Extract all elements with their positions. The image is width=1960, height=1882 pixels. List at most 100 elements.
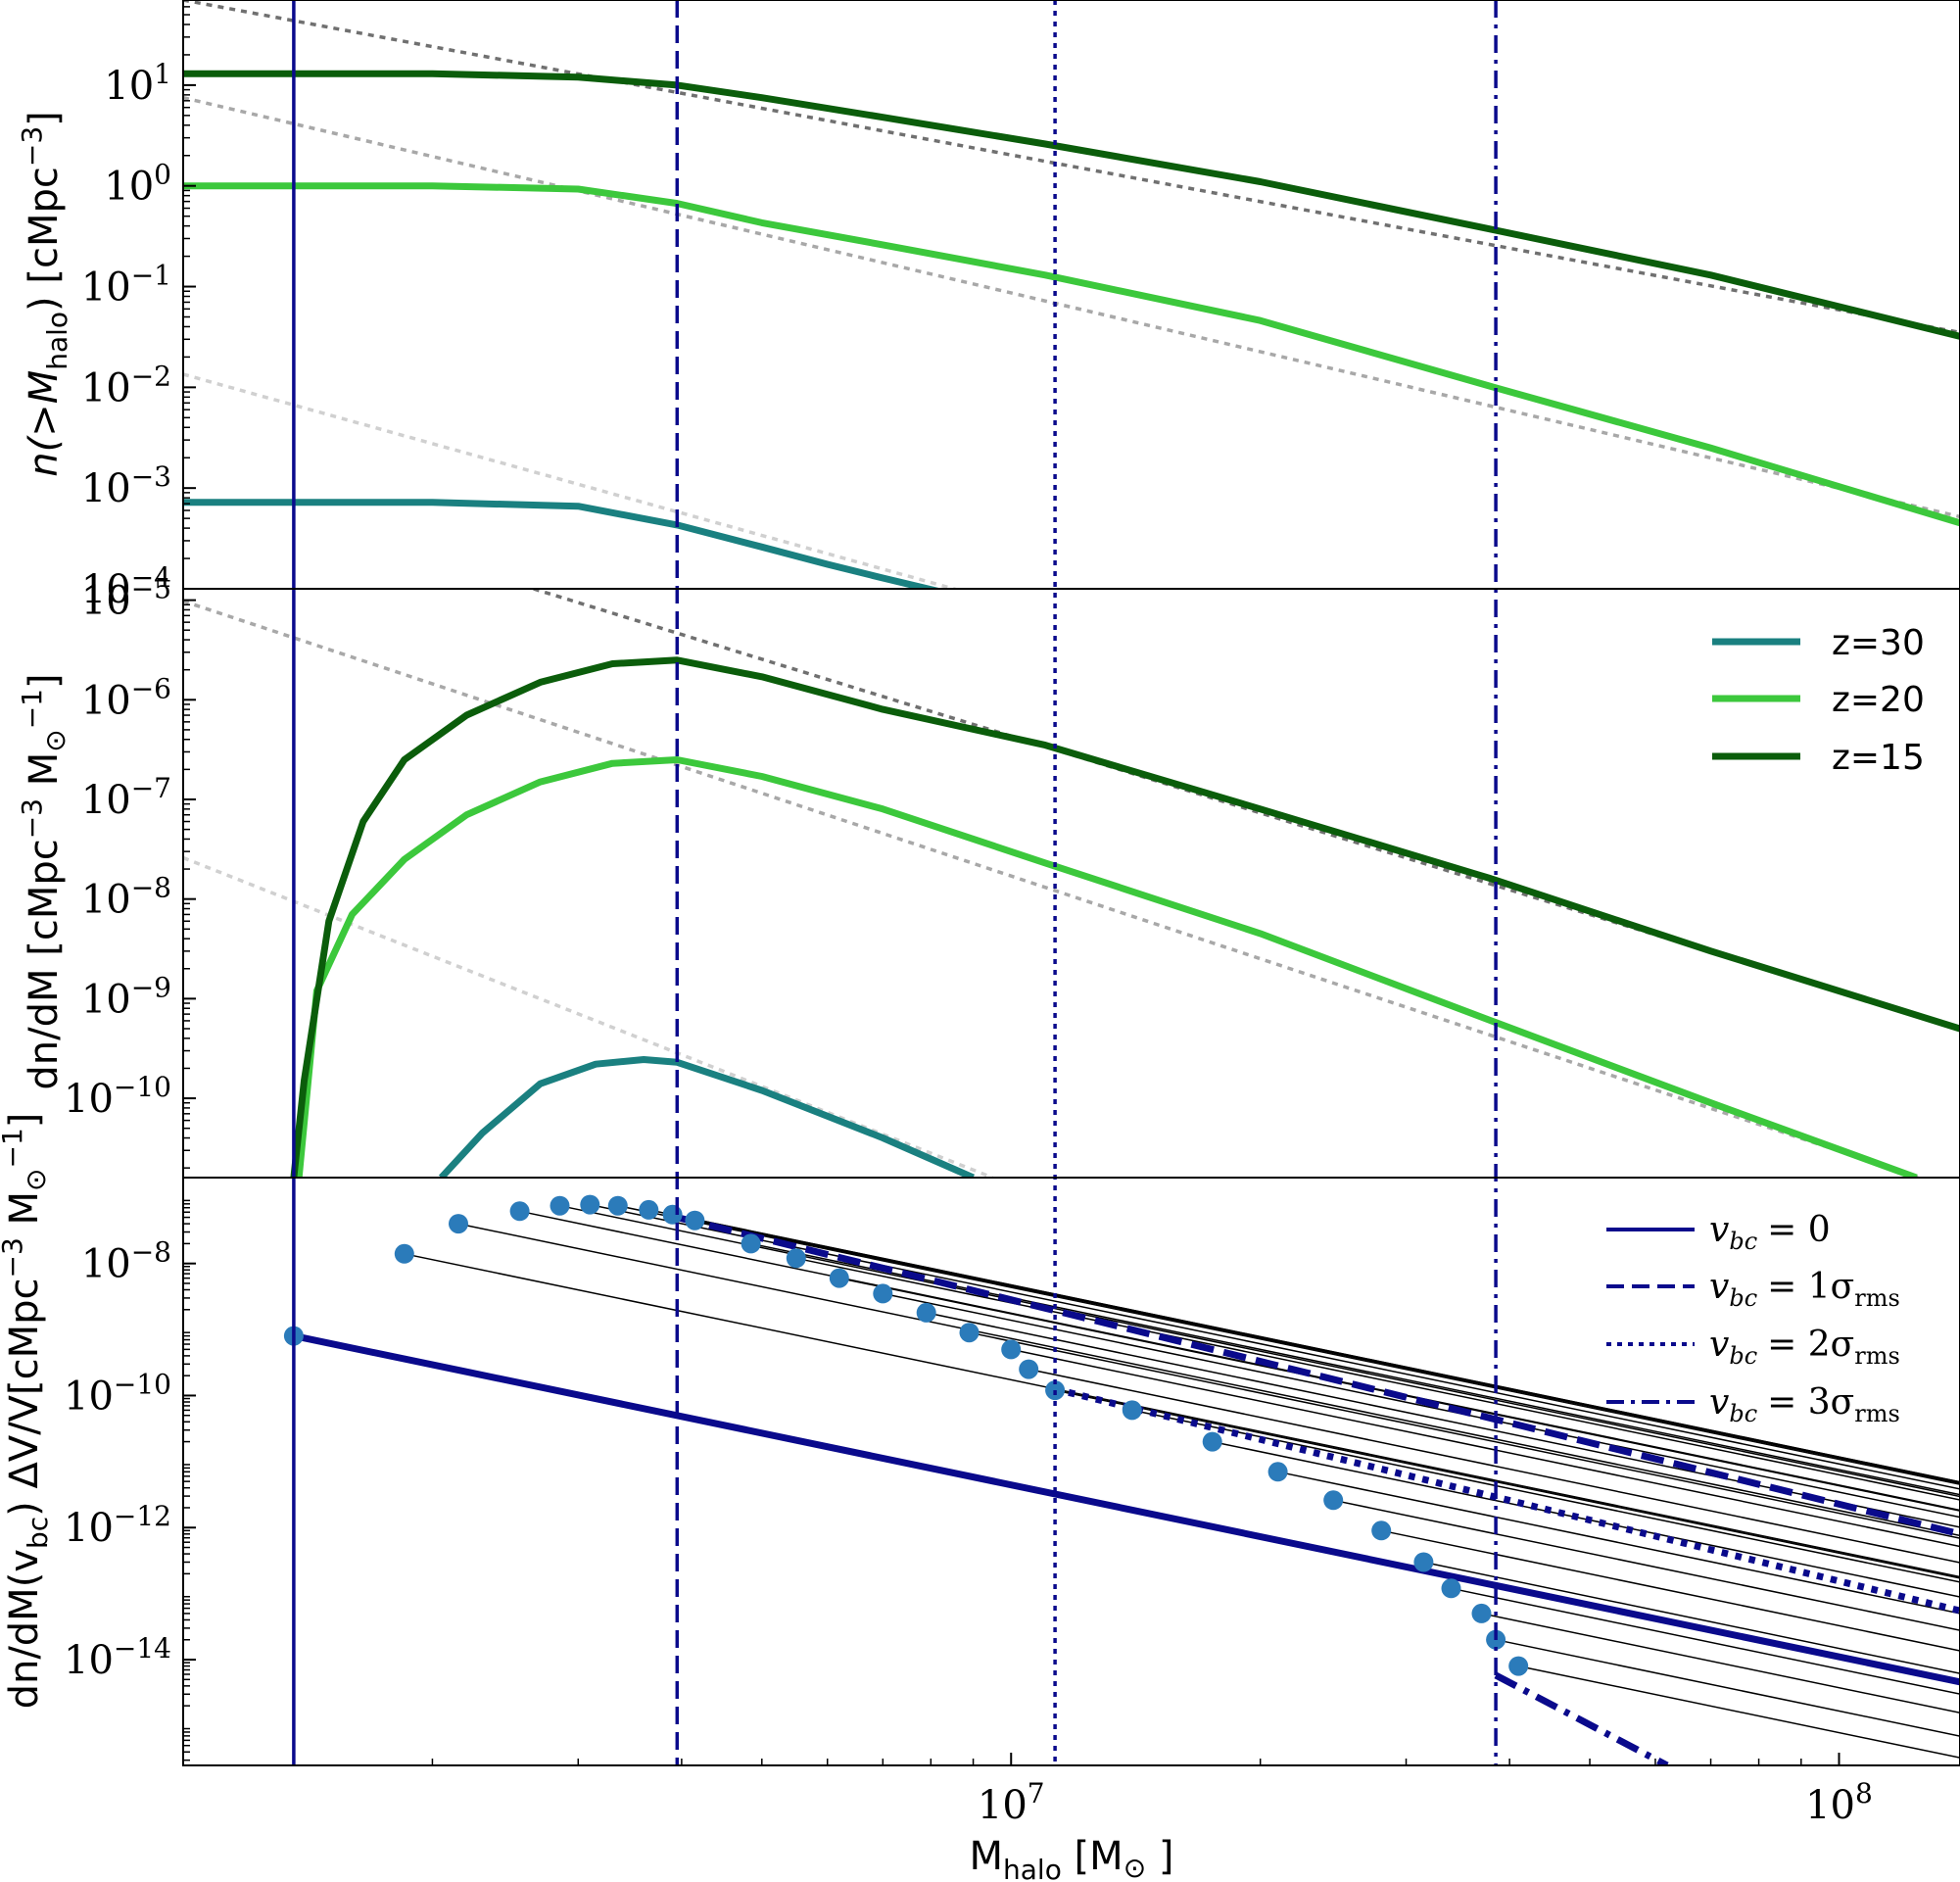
- bottom-thin-line: [1028, 1368, 1960, 1564]
- bottom-thin-line: [1131, 1409, 1960, 1583]
- middle-series-z-20: [295, 756, 1918, 1177]
- bottom-thin-line: [1481, 1613, 1960, 1714]
- scatter-point: [662, 1204, 683, 1225]
- middle-series-z-30-no-cutoff-: [183, 855, 994, 1177]
- panel-middle-differential: [183, 589, 1960, 1177]
- scatter-point: [1323, 1490, 1344, 1511]
- legend-middle: z=30 z=20 z=15: [1712, 623, 1925, 778]
- bottom-thin-line: [404, 1253, 1960, 1578]
- y-tick-label: 10−7: [81, 772, 171, 823]
- scatter-point: [1441, 1578, 1461, 1599]
- bottom-thin-line: [1495, 1638, 1960, 1737]
- bottom-thin-line: [969, 1331, 1960, 1539]
- scatter-point: [916, 1302, 936, 1323]
- scatter-point: [829, 1268, 849, 1288]
- y-tick-label: 10−14: [64, 1632, 171, 1683]
- y-tick-label: 10−5: [81, 573, 171, 624]
- axes-frames: [182, 0, 1960, 1766]
- legend-label-vbc2: vbc = 2σrms: [1709, 1325, 1900, 1370]
- bottom-thin-line: [1381, 1529, 1960, 1652]
- top-series-z-20-no-cutoff-: [183, 95, 1960, 519]
- y-tick-label: 10−3: [81, 460, 171, 511]
- scatter-point: [1413, 1552, 1434, 1572]
- bottom-thin-line: [1423, 1561, 1960, 1674]
- bottom-thin-line: [1011, 1348, 1960, 1548]
- bottom-thin-line: [457, 1223, 1960, 1537]
- top-ylabel: n(>Mhalo) [cMpc−3]: [16, 111, 73, 477]
- top-series-z-15-no-cutoff-: [183, 0, 1960, 335]
- bottom-thin-line: [617, 1204, 1960, 1485]
- scatter-point: [1267, 1462, 1288, 1482]
- scatter-point: [959, 1323, 980, 1343]
- y-tick-label: 10−8: [81, 1236, 171, 1287]
- scatter-point: [394, 1243, 414, 1264]
- scatter-point: [449, 1214, 468, 1234]
- middle-series-z-15-no-cutoff-: [533, 589, 1960, 1031]
- scatter-point: [1508, 1656, 1529, 1676]
- bottom-thin-line: [795, 1257, 1960, 1501]
- bottom-thin-line: [672, 1214, 1960, 1483]
- middle-series-z-15: [290, 656, 1960, 1177]
- bottom-series-v-bc-3-rms: [1494, 1671, 1669, 1765]
- scatter-point: [873, 1283, 893, 1304]
- x-tick-label: 107: [978, 1777, 1045, 1828]
- x-axis-label: Mhalo [M⊙ ]: [970, 1834, 1174, 1882]
- axes-frame: [182, 0, 1960, 1766]
- y-tick-label: 100: [104, 159, 171, 210]
- legend-label-z20: z=20: [1832, 680, 1925, 720]
- top-series-z-30: [183, 499, 939, 588]
- y-tick-label: 10−6: [81, 672, 171, 723]
- legend-label-vbc1: vbc = 1σrms: [1709, 1267, 1900, 1312]
- y-tick-label: 10−12: [64, 1500, 171, 1551]
- bottom-series-v-bc-2-rms: [1054, 1385, 1960, 1615]
- bottom-thin-line: [1333, 1499, 1960, 1631]
- top-series-z-20: [183, 182, 1960, 527]
- vertical-lines: [292, 0, 1498, 1765]
- bottom-thin-line: [1277, 1471, 1960, 1615]
- y-tick-label: 10−1: [81, 260, 171, 311]
- scatter-point: [1202, 1431, 1222, 1452]
- bottom-thin-line: [883, 1292, 1960, 1519]
- y-tick-label: 10−10: [64, 1071, 171, 1122]
- y-tick-label: 10−4: [81, 561, 171, 612]
- panel-top-cumulative: [183, 0, 1960, 588]
- y-tick-label: 10−9: [81, 971, 171, 1022]
- bottom-series-v-bc-0: [293, 1332, 1960, 1686]
- scatter-point: [1122, 1400, 1142, 1421]
- bottom-ylabel: dn/dM(vbc) ΔV/V[cMpc−3 M⊙−1]: [0, 1113, 54, 1710]
- scatter-point: [1371, 1520, 1392, 1541]
- bottom-thin-line: [1451, 1587, 1960, 1695]
- legend-label-z30: z=30: [1832, 623, 1925, 663]
- legend-label-vbc0: vbc = 0: [1709, 1210, 1831, 1255]
- top-series-z-30-no-cutoff-: [183, 372, 957, 588]
- ticks: 10−4 10−3 10−2 10−1 100 101 10−10 10−9 10−8 10−7 1…: [64, 0, 1873, 1828]
- scatter-point: [580, 1194, 600, 1215]
- middle-series-z-30: [438, 1056, 976, 1177]
- top-series-z-15: [183, 70, 1960, 340]
- scatter-point: [786, 1248, 806, 1269]
- scatter-point: [607, 1195, 628, 1216]
- legend-label-z15: z=15: [1832, 738, 1925, 778]
- legend-bottom: vbc = 0 vbc = 1σrms vbc = 2σrms vbc = 3σrms: [1606, 1210, 1900, 1427]
- bottom-series-v-bc-1-rms: [676, 1214, 1960, 1538]
- y-tick-label: 10−10: [64, 1368, 171, 1419]
- scatter-point: [741, 1233, 761, 1254]
- scatter-point: [509, 1201, 530, 1222]
- scatter-point: [1001, 1339, 1022, 1360]
- scatter-point: [1019, 1359, 1039, 1379]
- y-tick-label: 10−2: [81, 360, 171, 410]
- scatter-point: [1471, 1603, 1492, 1623]
- legend-label-vbc3: vbc = 3σrms: [1709, 1382, 1900, 1427]
- y-tick-label: 101: [104, 58, 171, 109]
- scatter-point: [639, 1199, 659, 1220]
- y-tick-label: 10−8: [81, 872, 171, 923]
- panel-bottom-vbc: [283, 1194, 1960, 1765]
- bottom-thin-line: [1054, 1389, 1960, 1579]
- bottom-thin-line: [694, 1219, 1960, 1484]
- scatter-point: [550, 1195, 570, 1216]
- bottom-thin-line: [1518, 1665, 1960, 1759]
- scatter-point: [685, 1210, 705, 1231]
- middle-ylabel: dn/dM [cMpc−3 M⊙−1]: [16, 673, 72, 1089]
- x-tick-label: 108: [1805, 1777, 1873, 1828]
